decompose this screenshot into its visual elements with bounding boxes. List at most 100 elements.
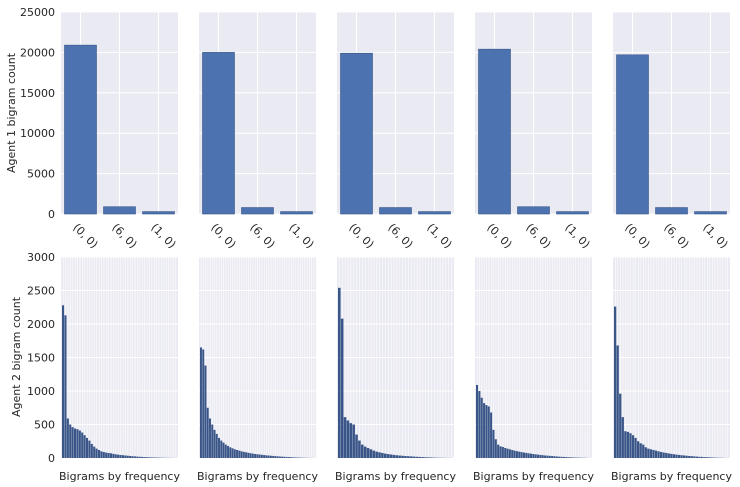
bar — [517, 206, 550, 215]
bar — [384, 453, 387, 458]
bar — [81, 432, 84, 458]
bar — [136, 456, 139, 458]
bar — [644, 447, 647, 458]
bar — [412, 456, 416, 458]
bottom-panel-4: Bigrams by frequency — [473, 256, 594, 483]
panels: (0, 0) (6, 0) (1, 0)0500010000150002000025… — [20, 6, 732, 483]
bar — [708, 457, 711, 458]
category-tick-label: (6, 0) — [247, 221, 277, 251]
bar — [240, 451, 243, 458]
bar — [546, 455, 549, 458]
bar — [340, 318, 344, 458]
bar — [499, 446, 502, 458]
x-axis-label: Bigrams by frequency — [473, 470, 594, 483]
category-tick-label: (6, 0) — [385, 221, 415, 251]
bar — [280, 211, 313, 215]
bar — [90, 443, 93, 458]
bar — [478, 48, 511, 215]
bar — [683, 455, 686, 458]
bar — [202, 349, 205, 458]
bar — [675, 454, 678, 458]
bar — [504, 447, 507, 458]
bar — [476, 384, 479, 458]
bar — [522, 452, 525, 458]
x-axis-label: Bigrams by frequency — [197, 470, 318, 483]
bar — [69, 424, 72, 458]
bar — [572, 457, 575, 458]
bar — [478, 391, 481, 458]
bar — [667, 453, 670, 458]
bottom-panel-2: Bigrams by frequency — [197, 256, 318, 483]
bar — [117, 454, 120, 458]
bar — [143, 457, 146, 458]
bar — [415, 456, 419, 458]
bar — [569, 457, 572, 458]
bar — [95, 448, 98, 458]
bar — [539, 454, 542, 458]
bar — [389, 454, 393, 458]
bar — [369, 449, 373, 458]
bar — [215, 433, 218, 458]
bar — [565, 457, 568, 458]
bar — [229, 447, 232, 458]
bar — [553, 456, 556, 458]
bar — [105, 452, 108, 458]
bar — [537, 454, 540, 458]
bar — [672, 454, 676, 458]
bar — [703, 457, 706, 458]
bar — [626, 431, 630, 458]
bar — [254, 453, 257, 458]
category-tick-label: (0, 0) — [70, 221, 100, 251]
y-tick-label: 3000 — [27, 251, 55, 264]
bar — [529, 453, 533, 458]
bar — [112, 453, 115, 458]
bar — [107, 452, 110, 458]
category-tick-label: (0, 0) — [346, 221, 376, 251]
bar — [680, 455, 683, 458]
y-tick-label: 20000 — [20, 46, 55, 59]
bar — [693, 456, 696, 458]
bar — [238, 450, 241, 458]
bar — [220, 440, 223, 458]
bar — [614, 306, 617, 458]
bar — [480, 397, 483, 458]
category-tick-label: (1, 0) — [562, 221, 592, 251]
bar — [102, 451, 105, 458]
bar — [276, 456, 279, 458]
bar — [269, 455, 272, 458]
bar — [372, 450, 376, 458]
bar — [492, 429, 495, 458]
bar — [694, 211, 727, 215]
bar — [652, 449, 655, 458]
category-tick-label: (1, 0) — [700, 221, 730, 251]
bottom-panel-1: Bigrams by frequency 0 500 1000 1500 2000 2500… — [27, 251, 180, 483]
bar — [711, 457, 714, 458]
bar — [76, 429, 79, 458]
top-panel-4: (0, 0) (6, 0) (1, 0) — [475, 11, 592, 251]
bar — [375, 451, 378, 458]
bar — [126, 455, 129, 458]
bar — [361, 444, 364, 458]
category-tick-label: (0, 0) — [208, 221, 238, 251]
bar — [548, 455, 551, 458]
bar — [642, 444, 645, 458]
bar — [274, 456, 277, 458]
bar — [142, 211, 175, 215]
bar — [281, 456, 284, 458]
y-tick-label: 25000 — [20, 6, 55, 19]
top-y-axis-label: Agent 1 bigram count — [5, 52, 18, 173]
bar — [153, 457, 156, 458]
bar — [148, 457, 151, 458]
bar — [421, 457, 424, 458]
bar — [418, 211, 451, 215]
bar — [363, 446, 367, 458]
y-tick-label: 5000 — [27, 168, 55, 181]
category-tick-label: (6, 0) — [109, 221, 139, 251]
bar — [639, 443, 642, 458]
bottom-panel-5: Bigrams by frequency — [611, 256, 732, 483]
bar — [66, 418, 69, 458]
bar — [258, 454, 261, 458]
bar — [124, 455, 127, 458]
y-tick-label: 15000 — [20, 87, 55, 100]
